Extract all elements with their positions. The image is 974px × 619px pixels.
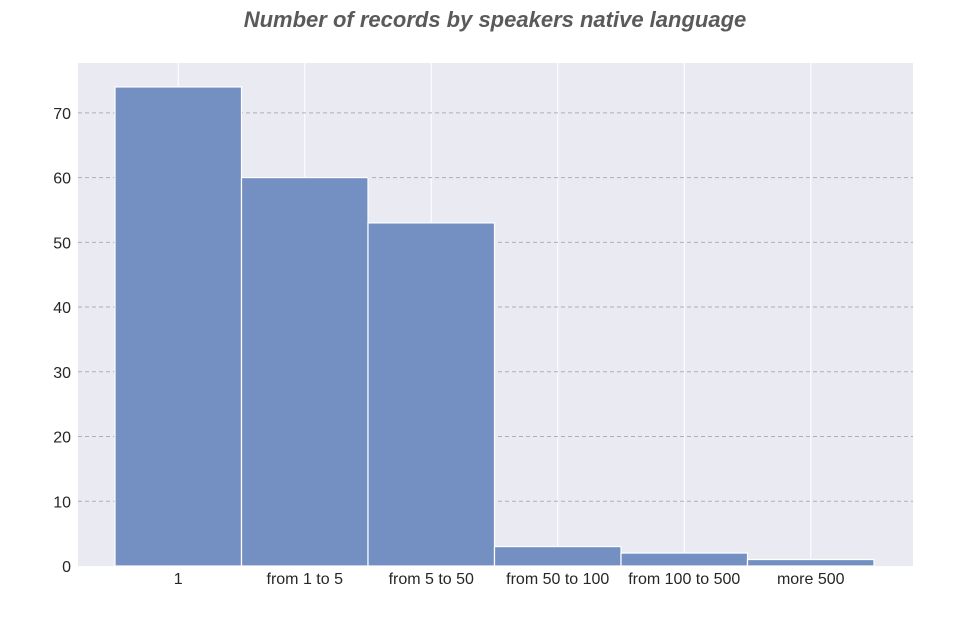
- x-tick-label: from 5 to 50: [389, 571, 474, 588]
- x-tick-label: from 50 to 100: [506, 571, 609, 588]
- horizontal-grid: [78, 112, 913, 502]
- y-tick-label: 30: [53, 365, 71, 382]
- y-tick-label: 40: [53, 300, 71, 317]
- bar-0: [114, 86, 243, 567]
- y-tick-label: 20: [53, 430, 71, 447]
- x-tick-label: from 100 to 500: [628, 571, 740, 588]
- y-tick-label: 50: [53, 235, 71, 252]
- y-tick-label: 70: [53, 106, 71, 123]
- x-tick-label: from 1 to 5: [267, 571, 344, 588]
- bar-5: [746, 558, 875, 567]
- bar-4: [620, 552, 749, 567]
- x-axis-ticks: 1 from 1 to 5 from 5 to 50 from 50 to 100 fr…: [174, 571, 845, 588]
- x-tick-label: more 500: [777, 571, 845, 588]
- bar-2: [367, 222, 496, 567]
- y-tick-label: 0: [62, 559, 71, 576]
- bar-3: [493, 545, 622, 567]
- x-tick-label: 1: [174, 571, 183, 588]
- y-tick-label: 60: [53, 171, 71, 188]
- bars: [114, 86, 875, 567]
- y-tick-label: 10: [53, 494, 71, 511]
- y-axis-ticks: 0 10 20 30 40 50 60 70: [53, 106, 71, 576]
- chart-title: Number of records by speakers native lan…: [244, 7, 747, 32]
- bar-1: [240, 176, 369, 567]
